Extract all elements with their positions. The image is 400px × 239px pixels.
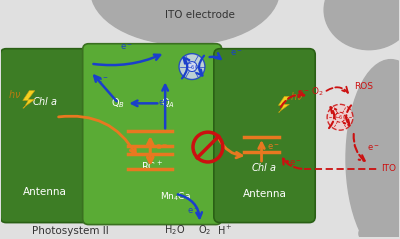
Text: O$_2$: O$_2$ bbox=[311, 85, 324, 98]
Text: e$^-$: e$^-$ bbox=[158, 99, 171, 108]
Text: $h\nu$: $h\nu$ bbox=[8, 88, 22, 100]
Text: Q$_A$: Q$_A$ bbox=[161, 97, 175, 110]
Circle shape bbox=[187, 62, 197, 71]
Polygon shape bbox=[23, 91, 35, 108]
Text: Antenna: Antenna bbox=[242, 189, 286, 199]
Text: e$^-$: e$^-$ bbox=[230, 48, 242, 58]
Text: O$_2$: O$_2$ bbox=[198, 224, 212, 237]
Ellipse shape bbox=[91, 0, 280, 45]
Text: Chl $a$: Chl $a$ bbox=[252, 161, 278, 173]
Text: e$^-$: e$^-$ bbox=[155, 142, 169, 152]
Polygon shape bbox=[278, 96, 289, 112]
FancyBboxPatch shape bbox=[0, 49, 90, 223]
Text: e$^-$: e$^-$ bbox=[120, 42, 133, 52]
Circle shape bbox=[179, 54, 205, 80]
Text: C$_{60}$: C$_{60}$ bbox=[334, 112, 346, 122]
Ellipse shape bbox=[359, 219, 400, 239]
Text: ITO: ITO bbox=[381, 164, 396, 174]
Text: H$^+$: H$^+$ bbox=[217, 224, 232, 237]
FancyBboxPatch shape bbox=[214, 49, 315, 223]
Text: $h\nu$: $h\nu$ bbox=[290, 90, 303, 102]
Text: Chl $a$: Chl $a$ bbox=[32, 95, 58, 107]
Circle shape bbox=[335, 112, 345, 122]
Circle shape bbox=[327, 104, 353, 130]
Text: Photosystem II: Photosystem II bbox=[32, 226, 109, 235]
Text: e$^-$: e$^-$ bbox=[266, 142, 279, 152]
Ellipse shape bbox=[324, 0, 400, 50]
Text: ROS: ROS bbox=[354, 82, 373, 92]
Text: e$^-$: e$^-$ bbox=[187, 206, 200, 216]
Text: e$^-$: e$^-$ bbox=[96, 76, 108, 86]
Text: RC$^+$: RC$^+$ bbox=[141, 160, 163, 174]
Text: H$_2$O: H$_2$O bbox=[164, 224, 186, 237]
Text: Q$_B$: Q$_B$ bbox=[112, 97, 126, 110]
Text: C$_{60}$: C$_{60}$ bbox=[186, 61, 198, 72]
FancyBboxPatch shape bbox=[83, 44, 222, 225]
Text: Antenna: Antenna bbox=[23, 187, 67, 197]
Text: ITO electrode: ITO electrode bbox=[165, 10, 235, 20]
Text: e$^-$: e$^-$ bbox=[367, 143, 380, 153]
Text: Mn$_4$Ca: Mn$_4$Ca bbox=[160, 190, 190, 203]
Text: e$^-$: e$^-$ bbox=[289, 158, 302, 168]
Ellipse shape bbox=[346, 60, 400, 239]
Text: e$^-$: e$^-$ bbox=[297, 89, 310, 98]
